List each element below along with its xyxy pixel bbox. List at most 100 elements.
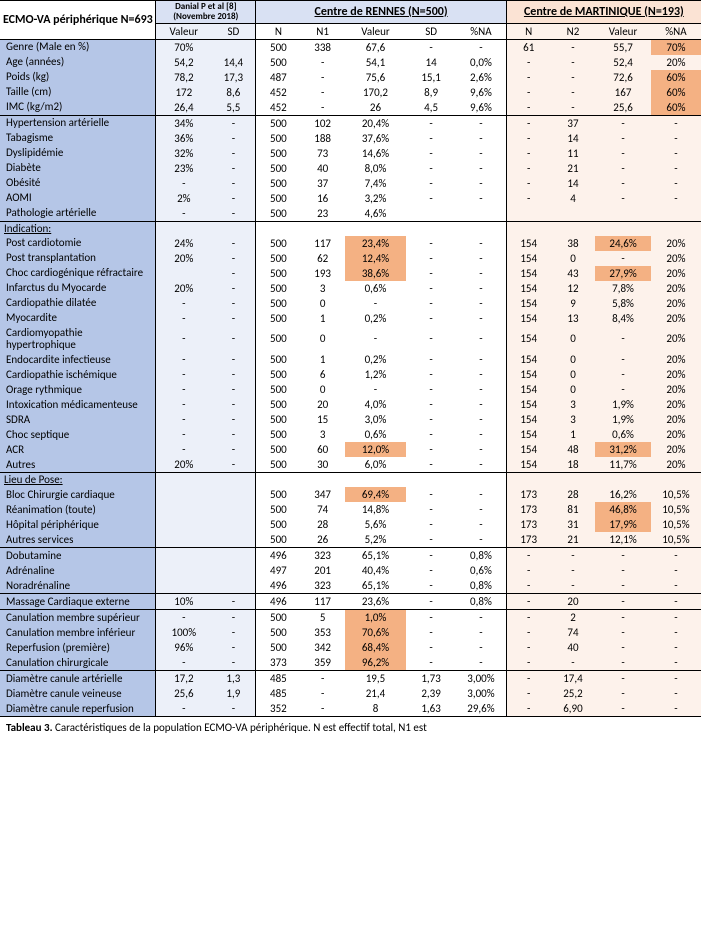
mart-n2: -	[551, 100, 596, 116]
rennes-n1: 102	[300, 115, 345, 131]
rennes-sd: -	[406, 236, 456, 251]
rennes-n1: 16	[300, 191, 345, 206]
rennes-n: 500	[256, 146, 301, 161]
mart-n: 154	[506, 236, 551, 251]
row-label: Obésité	[0, 176, 156, 191]
mart-n2: 0	[551, 352, 596, 367]
rennes-n: 500	[256, 625, 301, 640]
section-label: Indication:	[0, 221, 156, 236]
danial-valeur	[156, 578, 212, 594]
table-row: SDRA--500153,0%--15431,9%20%	[0, 412, 701, 427]
danial-sd: -	[211, 176, 256, 191]
mart-n: 154	[506, 442, 551, 457]
row-label: Diamètre canule veineuse	[0, 686, 156, 701]
mart-valeur: -	[595, 191, 651, 206]
rennes-n: 496	[256, 548, 301, 564]
rennes-sd	[406, 206, 456, 222]
rennes-na: -	[456, 251, 506, 266]
mart-n2: 6,90	[551, 701, 596, 717]
mart-na: -	[651, 146, 701, 161]
rennes-na: 9,6%	[456, 85, 506, 100]
danial-valeur: -	[156, 610, 212, 626]
mart-n: 173	[506, 517, 551, 532]
mart-n: -	[506, 686, 551, 701]
mart-na: -	[651, 176, 701, 191]
mart-valeur: -	[595, 115, 651, 131]
row-label: Reperfusion (première)	[0, 640, 156, 655]
rennes-valeur: 0,2%	[345, 352, 406, 367]
mart-n: -	[506, 55, 551, 70]
row-label: Intoxication médicamenteuse	[0, 397, 156, 412]
danial-sd: 17,3	[211, 70, 256, 85]
danial-valeur: 78,2	[156, 70, 212, 85]
rennes-n: 500	[256, 640, 301, 655]
empty-cell	[345, 221, 406, 236]
row-label: Cardiomyopathie hypertrophique	[0, 326, 156, 352]
danial-valeur: 32%	[156, 146, 212, 161]
mart-na: -	[651, 131, 701, 146]
danial-sd: -	[211, 655, 256, 671]
table-row: Noradrénaline49632365,1%-0,8%----	[0, 578, 701, 594]
row-label: Endocardite infectieuse	[0, 352, 156, 367]
danial-valeur	[156, 548, 212, 564]
danial-valeur	[156, 532, 212, 548]
rennes-sd: -	[406, 442, 456, 457]
mart-n2: 21	[551, 532, 596, 548]
rennes-n1: -	[300, 85, 345, 100]
mart-valeur: 17,9%	[595, 517, 651, 532]
rennes-n: 496	[256, 594, 301, 610]
table-row: Diamètre canule artérielle17,21,3485-19,…	[0, 671, 701, 687]
rennes-na: 29,6%	[456, 701, 506, 717]
rennes-sd: -	[406, 532, 456, 548]
mart-n: -	[506, 85, 551, 100]
rennes-valeur: 65,1%	[345, 578, 406, 594]
row-label: Dobutamine	[0, 548, 156, 564]
danial-sd	[211, 548, 256, 564]
table-row: Myocardite--50010,2%--154138,4%20%	[0, 311, 701, 326]
rennes-sd: 14	[406, 55, 456, 70]
mart-na: 10,5%	[651, 487, 701, 502]
rennes-valeur: 67,6	[345, 39, 406, 55]
danial-sd: -	[211, 610, 256, 626]
ecmo-table: ECMO-VA périphérique N=693 Danial P et a…	[0, 0, 701, 717]
table-row: Indication:	[0, 221, 701, 236]
rennes-valeur: -	[345, 296, 406, 311]
rennes-n1: -	[300, 100, 345, 116]
row-label: Canulation chirurgicale	[0, 655, 156, 671]
row-label: Post transplantation	[0, 251, 156, 266]
rennes-valeur: 26	[345, 100, 406, 116]
mart-na: 60%	[651, 100, 701, 116]
rennes-n1: 28	[300, 517, 345, 532]
mart-n2: -	[551, 563, 596, 578]
rennes-n: 500	[256, 55, 301, 70]
mart-n: 154	[506, 251, 551, 266]
empty-cell	[456, 221, 506, 236]
rennes-n: 500	[256, 236, 301, 251]
mart-valeur: 11,7%	[595, 457, 651, 473]
rennes-sd: -	[406, 176, 456, 191]
mart-na	[651, 206, 701, 222]
rennes-valeur: 170,2	[345, 85, 406, 100]
danial-valeur: 24%	[156, 236, 212, 251]
mart-n2: -	[551, 55, 596, 70]
rennes-sd: -	[406, 563, 456, 578]
mart-n	[506, 206, 551, 222]
rennes-n1: 3	[300, 281, 345, 296]
caption-lead: Tableau 3.	[6, 721, 53, 734]
rennes-n1: 3	[300, 427, 345, 442]
mart-n2: 12	[551, 281, 596, 296]
rennes-valeur: 19,5	[345, 671, 406, 687]
mart-valeur: 1,9%	[595, 412, 651, 427]
header-danial: Danial P et al [8] (Novembre 2018)	[156, 1, 256, 24]
rennes-sd: -	[406, 352, 456, 367]
rennes-n: 452	[256, 100, 301, 116]
row-label: Bloc Chirurgie cardiaque	[0, 487, 156, 502]
mart-na: 20%	[651, 412, 701, 427]
row-label: Canulation membre inférieur	[0, 625, 156, 640]
mart-valeur: 52,4	[595, 55, 651, 70]
empty-cell	[456, 473, 506, 488]
mart-na: 20%	[651, 266, 701, 281]
empty-cell	[256, 473, 301, 488]
rennes-n1: 26	[300, 532, 345, 548]
danial-sd	[211, 502, 256, 517]
